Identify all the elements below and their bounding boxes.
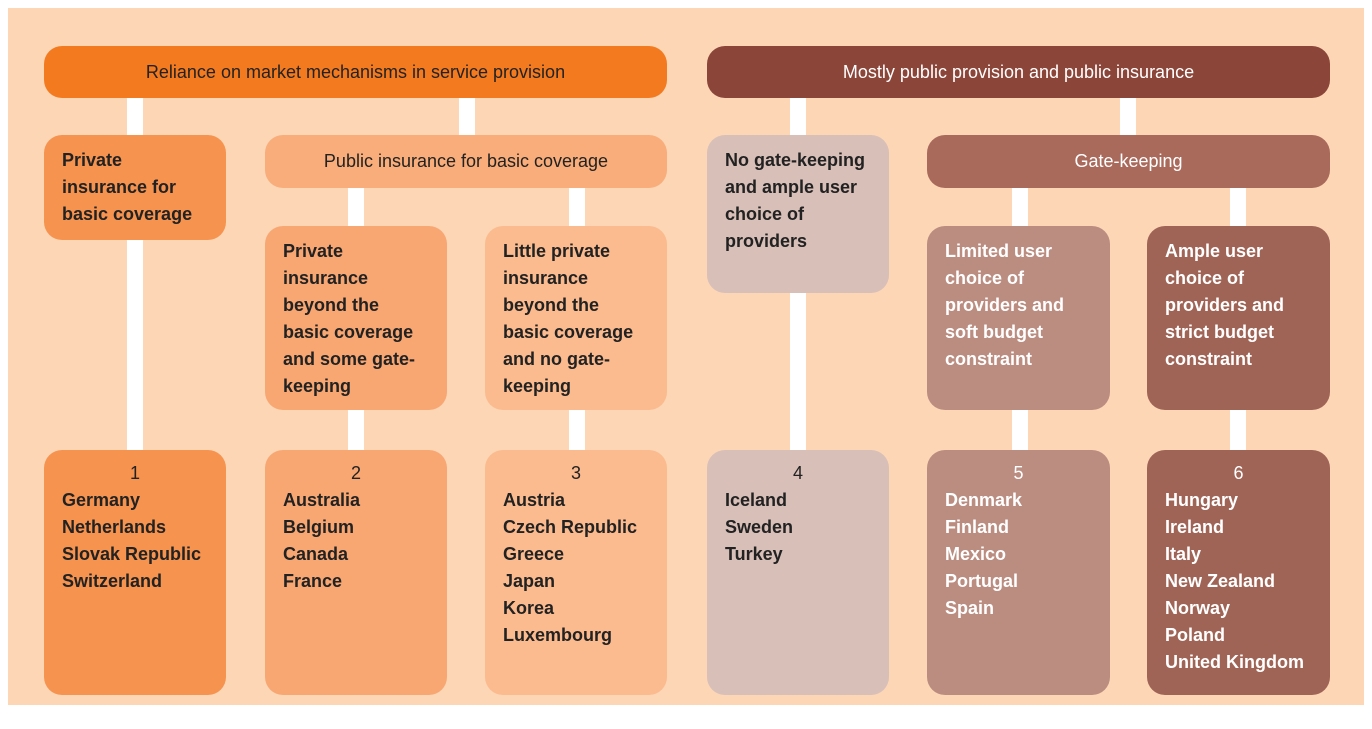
group-box: 3 Austria Czech Republic Greece Japan Korea Lu…: [485, 450, 667, 695]
node: Limited user choice of providers and sof…: [927, 226, 1110, 410]
country: Turkey: [725, 544, 783, 564]
country: Germany: [62, 490, 141, 510]
country: Portugal: [945, 571, 1019, 591]
country: Hungary: [1165, 490, 1239, 510]
country: New Zealand: [1165, 571, 1276, 591]
country: Iceland: [725, 490, 788, 510]
country: Mexico: [945, 544, 1007, 564]
country: Canada: [283, 544, 349, 564]
group-box: 2 Australia Belgium Canada France: [265, 450, 447, 695]
category-header: Mostly public provision and public insur…: [707, 46, 1330, 98]
node: No gate-keeping and ample user choice of…: [707, 135, 889, 293]
group-box: 1 Germany Netherlands Slovak Republic Switze…: [44, 450, 226, 695]
country: Poland: [1165, 625, 1226, 645]
group-box: 5 Denmark Finland Mexico Portugal Spain: [927, 450, 1110, 695]
country: Spain: [945, 598, 995, 618]
node: Private insurance for basic coverage: [44, 135, 226, 240]
connector: [459, 98, 475, 135]
country: Austria: [503, 490, 566, 510]
group-number: 6: [1233, 463, 1244, 483]
country: France: [283, 571, 343, 591]
country: Sweden: [725, 517, 794, 537]
country: Italy: [1165, 544, 1202, 564]
category-header: Reliance on market mechanisms in service…: [44, 46, 667, 98]
country: United Kingdom: [1165, 652, 1304, 672]
node: Gate-keeping: [927, 135, 1330, 188]
country: Slovak Republic: [62, 544, 202, 564]
country: Switzerland: [62, 571, 163, 591]
country: Czech Republic: [503, 517, 638, 537]
country: Luxembourg: [503, 625, 613, 645]
group-number: 2: [350, 463, 361, 483]
country: Norway: [1165, 598, 1231, 618]
country: Belgium: [283, 517, 355, 537]
country: Greece: [503, 544, 565, 564]
country: Australia: [283, 490, 361, 510]
connector: [1120, 98, 1136, 135]
node: Private insurance beyond the basic cover…: [265, 226, 447, 410]
country: Ireland: [1165, 517, 1225, 537]
node: Public insurance for basic coverage: [265, 135, 667, 188]
node: Little private insurance beyond the basi…: [485, 226, 667, 410]
group-number: 5: [1013, 463, 1024, 483]
country: Denmark: [945, 490, 1023, 510]
group-number: 1: [129, 463, 140, 483]
node: Ample user choice of providers and stric…: [1147, 226, 1330, 410]
group-box: 6 Hungary Ireland Italy New Zealand Norway Pol…: [1147, 450, 1330, 695]
background-panel: [8, 8, 1364, 705]
group-box: 4 Iceland Sweden Turkey: [707, 450, 889, 695]
country: Finland: [945, 517, 1009, 537]
country: Korea: [503, 598, 555, 618]
country: Japan: [503, 571, 556, 591]
group-number: 4: [792, 463, 803, 483]
group-number: 3: [570, 463, 581, 483]
country: Netherlands: [62, 517, 167, 537]
